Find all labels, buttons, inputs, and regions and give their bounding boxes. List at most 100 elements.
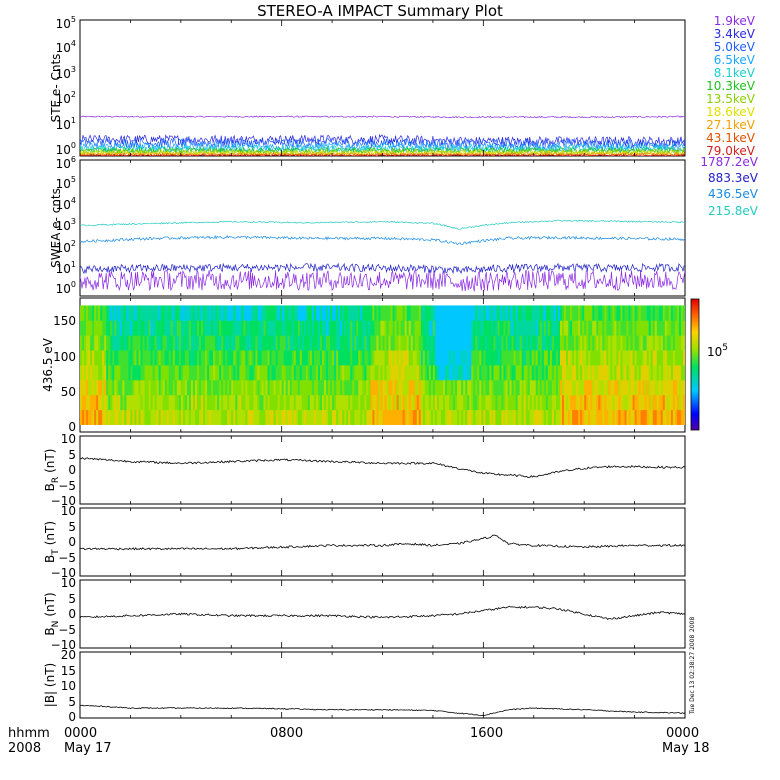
heatmap-cell <box>576 350 579 366</box>
heatmap-cell <box>90 335 93 351</box>
ste-legend-1: 1.9keV <box>714 14 756 28</box>
heatmap-cell <box>255 409 258 425</box>
heatmap-cell <box>178 320 182 336</box>
heatmap-cell <box>414 350 418 366</box>
heatmap-cell <box>467 335 470 351</box>
heatmap-cell <box>309 365 313 381</box>
heatmap-cell <box>666 365 670 381</box>
bn-ylabel-sub: N <box>51 621 61 628</box>
heatmap-cell <box>190 394 194 411</box>
swea-legend-4: 215.8eV <box>708 204 759 218</box>
heatmap-cell <box>572 365 575 381</box>
heatmap-cell <box>501 394 504 411</box>
heatmap-cell <box>382 305 385 321</box>
heatmap-cell <box>670 379 674 396</box>
heatmap-cell <box>445 335 448 351</box>
heatmap-cell <box>346 379 349 396</box>
heatmap-cell <box>289 320 293 336</box>
heatmap-cell <box>356 350 359 366</box>
heatmap-cell <box>660 350 664 366</box>
heatmap-cell <box>124 320 127 336</box>
heatmap-cell <box>646 365 650 381</box>
heatmap-cell <box>491 320 494 336</box>
heatmap-cell <box>152 350 156 366</box>
heatmap-cell <box>233 335 236 351</box>
heatmap-cell <box>634 305 637 321</box>
heatmap-cell <box>416 335 420 351</box>
heatmap-cell <box>104 394 107 411</box>
heatmap-cell <box>578 365 581 381</box>
heatmap-cell <box>285 335 289 351</box>
heatmap-cell <box>467 379 470 396</box>
heatmap-cell <box>348 320 351 336</box>
heatmap-cell <box>194 350 198 366</box>
heatmap-cell <box>172 365 176 381</box>
heatmap-cell <box>443 335 446 351</box>
heatmap-cell <box>461 320 464 336</box>
heatmap-cell <box>418 335 422 351</box>
heatmap-cell <box>192 379 196 396</box>
heatmap-cell <box>164 335 168 351</box>
heatmap-cell <box>88 379 91 396</box>
heatmap-cell <box>86 394 89 411</box>
heatmap-cell <box>680 365 684 381</box>
heatmap-cell <box>658 394 662 411</box>
heatmap-cell <box>130 394 133 411</box>
heatmap-cell <box>672 305 676 321</box>
heatmap-cell <box>344 365 347 381</box>
heatmap-cell <box>96 365 99 381</box>
heatmap-cell <box>372 350 375 366</box>
heatmap-cell <box>203 350 206 366</box>
heatmap-cell <box>223 409 226 425</box>
heatmap-cell <box>378 320 381 336</box>
heatmap-cell <box>108 335 111 351</box>
heatmap-cell <box>350 379 353 396</box>
heatmap-cell <box>682 350 685 366</box>
heatmap-cell <box>281 335 285 351</box>
heatmap-cell <box>301 335 305 351</box>
heatmap-cell <box>108 365 111 381</box>
heatmap-cell <box>215 305 218 321</box>
heatmap-cell <box>104 335 107 351</box>
heatmap-cell <box>670 305 674 321</box>
heatmap-cell <box>374 409 377 425</box>
heatmap-cell <box>519 394 523 411</box>
heatmap-cell <box>495 365 498 381</box>
pad-ylabel: 436.5 eV <box>41 337 55 392</box>
heatmap-cell <box>590 350 593 366</box>
heatmap-cell <box>364 335 367 351</box>
heatmap-cell <box>255 305 258 321</box>
heatmap-cell <box>144 409 147 425</box>
heatmap-cell <box>328 409 331 425</box>
heatmap-cell <box>527 365 531 381</box>
heatmap-cell <box>269 350 272 366</box>
bt-ytick-1: 5 <box>68 520 76 534</box>
heatmap-cell <box>555 305 559 321</box>
heatmap-cell <box>297 409 301 425</box>
heatmap-cell <box>555 335 559 351</box>
heatmap-cell <box>203 320 206 336</box>
heatmap-cell <box>586 409 589 425</box>
heatmap-cell <box>543 365 547 381</box>
heatmap-cell <box>509 350 512 366</box>
heatmap-cell <box>426 350 430 366</box>
heatmap-cell <box>326 379 329 396</box>
heatmap-cell <box>104 409 107 425</box>
heatmap-cell <box>215 350 218 366</box>
heatmap-cell <box>120 409 123 425</box>
heatmap-cell <box>636 394 640 411</box>
heatmap-cell <box>368 365 371 381</box>
heatmap-cell <box>192 365 196 381</box>
heatmap-cell <box>432 350 436 366</box>
heatmap-cell <box>586 305 589 321</box>
heatmap-cell <box>628 379 631 396</box>
heatmap-cell <box>628 409 631 425</box>
heatmap-cell <box>588 320 591 336</box>
heatmap-cell <box>527 409 531 425</box>
heatmap-cell <box>253 365 256 381</box>
heatmap-cell <box>279 320 283 336</box>
heatmap-cell <box>245 305 248 321</box>
heatmap-cell <box>307 350 311 366</box>
heatmap-cell <box>624 379 627 396</box>
heatmap-cell <box>233 379 236 396</box>
